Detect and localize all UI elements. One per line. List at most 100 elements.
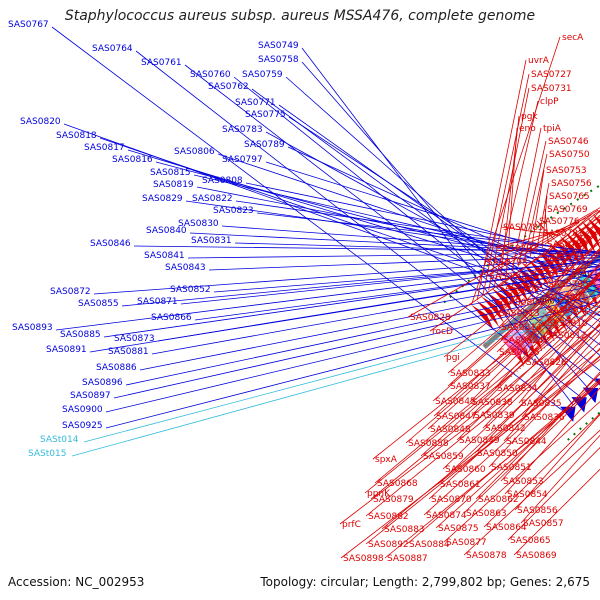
right-leader-line [429,216,600,332]
right-gene-label: SAS0887 [387,554,428,564]
right-gene-label: pgk [521,112,538,122]
right-gene-label: SAS0865 [510,536,551,546]
left-gene-label: SAS0762 [208,82,249,92]
right-gene-label: clpP [540,97,559,107]
right-leader-line [437,329,600,485]
left-leader-line [187,252,600,259]
left-gene-label: SAS0758 [258,55,299,65]
plus-strand-feature [522,263,544,291]
right-gene-label: spxA [375,455,398,465]
left-leader-line [245,182,600,257]
cog-category-block [525,311,550,338]
right-leader-line [428,341,600,500]
right-leader-line [476,59,527,301]
left-leader-line [51,26,565,413]
left-gene-label: SAS0749 [258,41,299,51]
right-leader-line [536,220,555,240]
right-leader-line [535,182,550,254]
right-gene-label: SAS0769 [547,205,588,215]
minus-strand-feature [582,387,599,404]
left-gene-label: SAS0817 [84,143,125,153]
right-leader-line [488,347,600,468]
left-gene-label: SAS0872 [50,287,91,297]
right-gene-label: SAS0750 [549,150,590,160]
right-gene-label: SAS0746 [548,137,589,147]
right-leader-line [469,271,600,403]
right-gene-label: SAS0878 [466,551,507,561]
left-gene-label: SAS0886 [96,363,137,373]
left-leader-line [133,245,600,253]
right-leader-line [498,227,600,328]
left-leader-line [235,200,600,254]
left-gene-label: SAS0866 [151,313,192,323]
left-gene-label: SAS0829 [142,194,183,204]
right-leader-line [364,301,600,494]
right-leader-line [511,127,542,272]
right-leader-line [523,271,600,363]
right-leader-line [420,293,600,457]
ruler-tick-label: 1040 kbp [572,270,600,279]
right-gene-label: SAS0801 [546,293,587,303]
right-leader-line [340,358,600,559]
right-gene-label: SAS0845 [435,397,476,407]
right-gene-label: SAS0836 [524,413,565,423]
right-leader-line [435,380,600,529]
right-leader-line [500,238,600,341]
right-gene-label: SAS0858 [408,439,449,449]
right-gene-label: SAS0882 [368,512,409,522]
left-leader-line [251,88,600,346]
right-gene-label: SAS0850 [477,449,518,459]
right-gene-label: eno [519,124,536,134]
right-gene-label: secA [562,33,584,43]
right-gene-label: SAS0798 [487,258,528,268]
plus-strand-feature [554,239,575,269]
right-leader-line [486,209,599,277]
left-leader-line [185,200,600,261]
right-gene-label: SAS0861 [440,480,481,490]
left-gene-label: SAS0760 [190,70,231,80]
right-leader-line [381,349,600,530]
left-gene-label: SAS0808 [202,176,243,186]
right-gene-label: SAS0859 [423,452,464,462]
right-gene-label: prfC [342,520,361,530]
right-gene-label: SAS0776 [539,217,580,227]
left-leader-line [265,161,600,267]
right-leader-line [505,127,518,276]
left-leader-line [301,61,591,391]
right-leader-line [432,252,600,402]
right-gene-label: SAS0857 [523,519,564,529]
plus-strand-feature [527,259,549,288]
left-leader-line [189,232,600,254]
right-gene-label: SAS0847 [436,412,477,422]
left-gene-label: SAS0818 [56,131,97,141]
right-leader-line [514,413,600,511]
plus-strand-feature [481,296,505,324]
left-gene-label: SAS0891 [46,345,87,355]
right-gene-label: SAS0812 [546,331,587,341]
right-leader-line [496,219,600,314]
left-gene-label: SAS0881 [108,347,149,357]
right-gene-label: SAS0884 [409,540,450,550]
plus-strand-feature [587,217,600,238]
right-gene-label: SAS0864 [486,523,527,533]
left-gene-label: SAS0822 [192,194,233,204]
left-gene-label: SAS0771 [235,98,276,108]
right-gene-label: SAS0781 [543,229,584,239]
right-leader-line [475,373,600,500]
right-gene-label: SAS0727 [531,70,572,80]
right-gene-label: SAS0860 [445,465,486,475]
left-leader-line [155,161,600,281]
right-gene-label: SAS0810 [547,319,588,329]
right-gene-label: SAS0805 [499,284,540,294]
left-gene-label: SAS0925 [62,421,103,431]
ruler-tick-label: 1060 kbp [534,296,572,305]
right-gene-label: SAS0786 [547,240,588,250]
plus-strand-feature [491,287,514,315]
left-gene-label: SAS0843 [165,263,206,273]
right-leader-line [507,447,600,541]
left-leader-line [278,104,600,333]
left-gene-label: SASt014 [40,435,79,445]
plus-strand-feature [560,296,579,321]
left-gene-label: SAS0873 [114,334,155,344]
left-gene-label: SAS0816 [112,155,153,165]
